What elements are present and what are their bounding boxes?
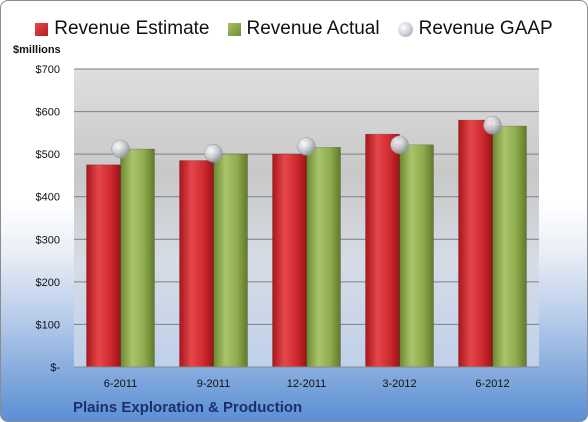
y-axis-ticks: $- $100 $200 $300 $400 $500 $600 $700	[36, 64, 61, 374]
x-axis-ticks: 6-2011 9-2011 12-2011 3-2012 6-2012	[104, 378, 510, 390]
legend-item-actual: Revenue Actual	[227, 17, 380, 41]
marker-revenue-gaap	[297, 137, 316, 156]
y-tick-label: $200	[36, 277, 60, 289]
bar-revenue-actual	[306, 147, 341, 368]
y-tick-label: $500	[36, 149, 60, 161]
bar-revenue-estimate	[86, 164, 121, 368]
bar-revenue-actual	[492, 125, 527, 368]
marker-revenue-gaap	[111, 139, 130, 159]
y-axis-unit-label: $millions	[13, 44, 61, 56]
bar-revenue-estimate	[365, 133, 400, 368]
y-tick-label: $700	[36, 64, 60, 76]
bar-revenue-estimate	[458, 119, 493, 368]
legend-swatch-estimate	[35, 22, 49, 36]
x-tick-label: 9-2011	[197, 378, 230, 390]
legend-label-gaap: Revenue GAAP	[418, 18, 553, 39]
company-name: Plains Exploration & Production	[73, 399, 303, 416]
gaap-markers	[111, 115, 502, 163]
legend-label-estimate: Revenue Estimate	[54, 18, 210, 39]
bar-revenue-actual	[213, 153, 248, 368]
chart-legend: Revenue Estimate Revenue Actual Revenue …	[1, 17, 587, 41]
marker-revenue-gaap	[390, 135, 409, 155]
x-tick-label: 3-2012	[382, 378, 416, 390]
y-tick-label: $600	[36, 107, 60, 119]
bar-revenue-actual	[399, 144, 434, 368]
legend-swatch-actual	[227, 22, 241, 36]
x-tick-label: 6-2011	[104, 378, 137, 390]
y-tick-label: $100	[36, 319, 60, 331]
marker-revenue-gaap	[204, 144, 223, 163]
x-tick-label: 6-2012	[475, 378, 509, 390]
legend-item-gaap: Revenue GAAP	[397, 17, 553, 41]
bar-revenue-estimate	[272, 153, 307, 368]
legend-swatch-gaap	[397, 21, 413, 37]
x-tick-label: 12-2011	[287, 378, 327, 390]
legend-item-estimate: Revenue Estimate	[35, 17, 210, 41]
bar-revenue-estimate	[179, 160, 214, 368]
marker-revenue-gaap	[483, 115, 502, 135]
bar-series	[86, 119, 527, 368]
y-tick-label: $400	[36, 192, 60, 204]
legend-label-actual: Revenue Actual	[246, 18, 380, 39]
bar-revenue-actual	[120, 148, 155, 368]
y-tick-label: $-	[50, 362, 60, 374]
y-tick-label: $300	[36, 234, 60, 246]
